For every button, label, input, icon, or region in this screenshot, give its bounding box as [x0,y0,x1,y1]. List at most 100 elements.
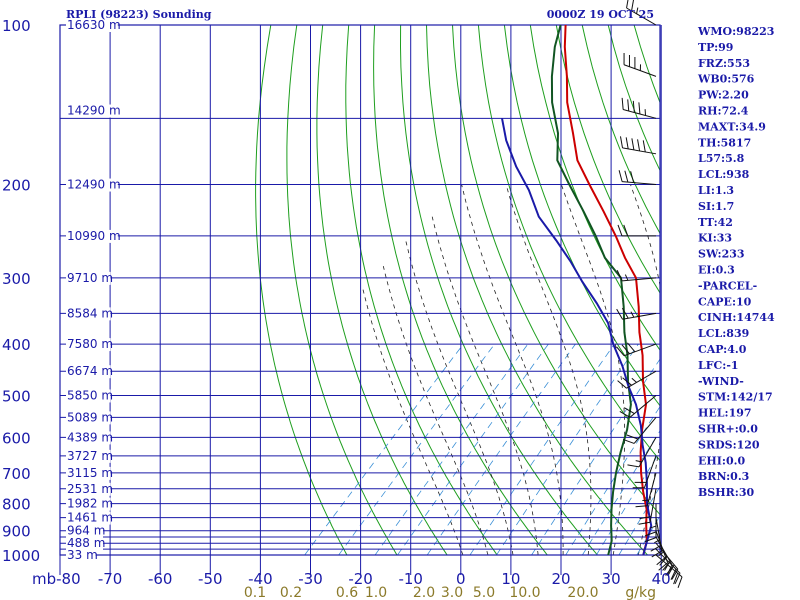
pressure-tick-label: 500 [2,387,31,405]
moist-adiabat [461,184,564,555]
wind-barb [638,488,657,525]
mixing-ratio-line [304,343,464,555]
sounding-index: RH:72.4 [698,105,749,118]
wind-barb [619,395,657,418]
wind-barb [623,53,657,77]
mixing-ratio-tick-label: 5.0 [473,585,495,600]
mixing-ratio-line [338,343,495,555]
wind-barb-half-flag [631,377,637,383]
height-tick-label: 3727 m [67,449,113,463]
height-tick-label: 4389 m [67,430,113,444]
wind-barb-flag [617,224,623,237]
temperature-tick-label: 40 [652,570,671,588]
temperature-tick-label: mb-80 [32,570,81,588]
sounding-index: -WIND- [698,375,744,388]
temperature-tick-label: -70 [98,570,123,588]
height-label-background [66,549,96,562]
wind-barb-flag [621,307,629,319]
wind-barb-flag [626,434,639,440]
dry-adiabat [255,25,348,555]
height-tick-label: 33 m [67,548,98,562]
wind-barb-flag [617,380,627,389]
wind-barb-flag [671,568,679,580]
dry-adiabat [529,25,660,351]
wind-barb-half-flag [635,460,642,463]
height-tick-label: 16630 m [67,18,121,32]
wind-barb-flag [630,171,635,183]
moist-adiabat [431,216,539,555]
sounding-index: LCL:839 [698,327,749,340]
wind-barb-flag [627,342,636,353]
sounding-index: SW:233 [698,248,745,261]
wind-barb-half-flag [649,525,657,529]
height-label-background [66,104,118,118]
temperature-tick-label: 30 [602,570,621,588]
moist-adiabat [382,266,489,555]
height-label-background [66,511,111,525]
height-label-background [66,229,118,243]
height-label-background [66,537,103,551]
wind-barb-flag [616,346,625,357]
wind-barb-flag [638,521,651,525]
height-tick-label: 2531 m [67,482,113,496]
height-label-background [66,338,111,352]
sounding-index: LFC:-1 [698,359,739,372]
pressure-tick-label: 600 [2,429,31,447]
wind-barb-flag [638,102,641,115]
wind-barb-flag [673,572,679,585]
wind-barb-flag [644,531,657,537]
wind-barb [619,136,657,155]
wind-barb-flag [626,0,629,9]
pressure-tick-label: 800 [2,496,31,514]
moist-adiabat [561,184,626,555]
sounding-index: SI:1.7 [698,200,734,213]
sounding-index: BRN:0.3 [698,470,749,483]
temperature-tick-label: 20 [551,570,570,588]
dry-adiabat [764,25,800,555]
grid-lines [59,24,662,575]
wind-barb-shaft [623,343,657,357]
height-label-background [66,271,111,285]
mixing-ratio-tick-label: 0.2 [280,585,302,600]
sounding-index: STM:142/17 [698,391,773,404]
wind-barb-half-flag [624,274,629,281]
wind-barb-flag [622,438,635,444]
wind-barb-flag [637,139,641,152]
chart-title: RPLI (98223) Sounding [66,8,212,21]
chart-timestamp: 0000Z 19 OCT 25 [547,8,654,21]
mixing-ratio-tick-label: 3.0 [441,585,463,600]
pressure-tick-label: 900 [2,523,31,541]
wind-barb-flag [625,137,629,149]
temperature-tick-label: 10 [501,570,520,588]
wind-barb [622,417,657,444]
wind-barb-flag [621,344,630,355]
wind-barb-flag [623,224,629,237]
dewpoint-profile [550,25,632,555]
sounding-index: BSHR:30 [698,486,754,499]
wind-barbs [616,0,683,589]
dry-adiabat [790,25,800,555]
wind-barb-flag [619,136,624,148]
temperature-tick-label: 0 [456,570,466,588]
dry-adiabat [286,25,398,555]
temperature-tick-label: -30 [298,570,323,588]
wind-barb-flag [677,576,683,589]
mixing-ratio-tick-label: 1.0 [365,585,387,600]
wind-barb [632,455,657,489]
height-label-background [66,482,111,496]
sounding-index: HEL:197 [698,407,752,420]
wind-barb [626,0,657,26]
wind-barb-flag [622,377,632,386]
wind-barb-flag [642,140,646,153]
wind-barb-flag [651,550,663,558]
wind-barb-flag [616,270,623,282]
wind-barb-flag [656,556,666,566]
sounding-index: LCL:938 [698,168,750,181]
sounding-index: KI:33 [698,232,732,245]
dry-adiabat [316,25,448,555]
wind-barb [616,307,657,320]
mixing-ratio-tick-label: 10.0 [509,585,540,600]
wind-barb [617,370,657,389]
wind-barb-half-flag [636,7,639,14]
sounding-index: WMO:98223 [697,25,774,38]
